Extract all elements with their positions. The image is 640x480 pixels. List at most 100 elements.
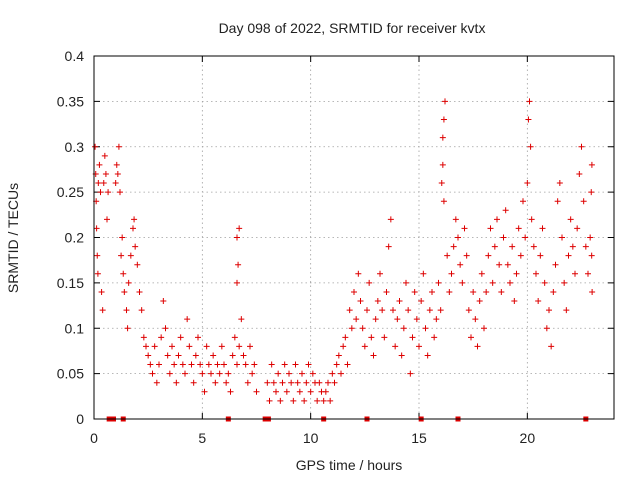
data-point [448,270,455,277]
data-point [229,352,236,359]
data-point [329,370,336,377]
data-point [299,370,305,377]
data-point [439,134,446,141]
data-point [578,143,585,150]
data-point [522,234,529,241]
data-point [470,288,477,295]
data-point [242,361,249,368]
data-point [100,180,107,187]
data-point [97,189,104,196]
x-axis-label: GPS time / hours [296,457,403,473]
data-point [216,370,223,377]
data-point [94,270,101,277]
data-point [520,198,526,205]
data-point [433,316,440,323]
data-point [136,288,143,295]
plot-frame [93,55,615,420]
data-point [543,325,550,332]
data-point [515,225,522,232]
data-point [102,170,109,177]
data-point [130,225,136,232]
data-point [331,379,338,386]
data-point [565,252,572,259]
data-point [481,325,487,332]
data-point [422,325,429,332]
data-point [303,379,310,386]
data-point [424,352,431,359]
data-point [381,334,388,341]
data-point [153,379,160,386]
data-point [396,298,403,305]
x-tick-label: 0 [90,430,98,446]
data-point [201,388,208,395]
data-point [364,307,370,314]
data-point [418,298,425,305]
data-point [476,298,483,305]
data-point [218,343,225,350]
data-point [227,388,234,395]
data-point [438,180,445,187]
data-point [554,198,561,205]
data-point [236,225,243,232]
data-point [385,243,392,250]
data-point [279,379,286,386]
data-point [188,361,195,368]
data-point [270,379,277,386]
data-point [407,370,414,377]
data-point [468,334,474,341]
tick-labels: 0 5 10 15 20 0 0.05 0.1 0.15 0.2 0.25 0.3 0.35 0.4 [57,48,536,446]
data-point [166,370,173,377]
data-point [487,225,494,232]
data-point [537,252,544,259]
data-point [105,189,112,196]
data-point [478,270,485,277]
data-point [238,316,245,323]
data-point [440,116,447,123]
data-point [496,261,503,268]
data-point [203,343,210,350]
data-point [127,252,134,259]
data-point [333,361,340,368]
data-point [205,361,212,368]
data-point [588,161,595,168]
data-point [117,189,123,196]
data-point [292,361,299,368]
data-point [574,225,581,232]
y-tick-label: 0.35 [57,93,84,109]
data-point [92,143,99,150]
data-point [309,370,316,377]
data-point [134,261,141,268]
data-point [559,234,565,241]
data-point [296,388,303,395]
data-point [383,288,390,295]
data-point [101,152,108,159]
data-point [461,225,468,232]
data-point [413,316,420,323]
data-point [377,270,383,277]
data-point [528,216,535,223]
data-point [143,343,149,350]
data-point [240,352,247,359]
data-point [123,307,130,314]
data-point [509,243,516,250]
data-point [372,316,379,323]
data-point [212,379,219,386]
data-point [368,334,375,341]
data-point [286,370,292,377]
data-point [489,279,496,286]
data-point [98,288,105,295]
data-point [351,288,357,295]
data-point [533,270,539,277]
data-point [366,279,373,286]
data-point [234,234,240,241]
data-point [314,397,321,404]
data-point [340,343,347,350]
data-point [459,279,466,286]
data-point [338,370,344,377]
data-point [511,298,518,305]
data-point [195,334,201,341]
data-point [429,288,435,295]
data-point [370,352,377,359]
data-point [177,334,184,341]
